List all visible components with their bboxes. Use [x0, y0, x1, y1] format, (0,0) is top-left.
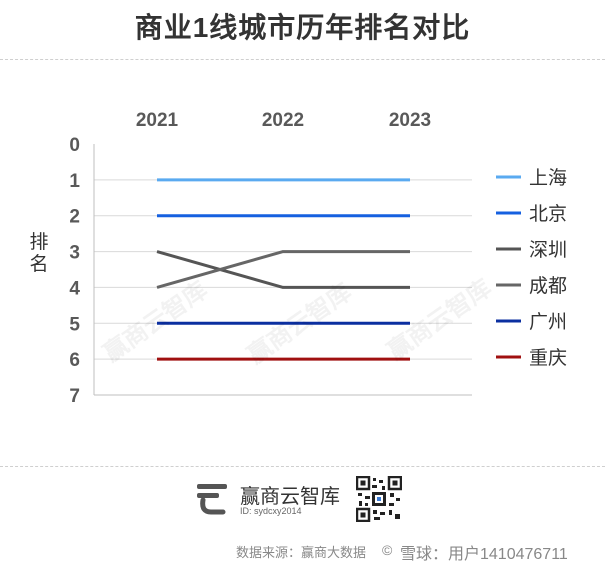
- chart-title: 商业1线城市历年排名对比: [134, 12, 471, 43]
- legend-label: 北京: [529, 203, 567, 225]
- y-tick-label: 4: [69, 278, 80, 299]
- legend-label: 深圳: [529, 239, 567, 261]
- brand-name: 赢商云智库: [240, 486, 340, 508]
- title-divider: [0, 59, 605, 60]
- data-source: 数据来源：赢商大数据: [236, 545, 367, 560]
- brand-logo-icon: [197, 484, 227, 515]
- y-tick-label: 3: [69, 243, 80, 264]
- y-tick-label: 6: [69, 350, 80, 371]
- series-line-成都: [156, 250, 410, 289]
- y-tick-label: 5: [69, 314, 80, 335]
- y-tick-label: 2: [69, 207, 80, 228]
- brand-id: ID: sydcxy2014: [240, 506, 302, 516]
- legend-label: 上海: [529, 167, 567, 189]
- qr-code-icon: [356, 476, 402, 522]
- x-tick-label: 2022: [262, 110, 304, 131]
- platform-credit: 雪球：用户1410476711: [400, 546, 568, 563]
- footer-divider: [0, 466, 605, 467]
- legend-label: 成都: [529, 275, 567, 297]
- legend-label: 广州: [529, 311, 567, 333]
- series-line-深圳: [156, 250, 410, 289]
- legend-label: 重庆: [529, 347, 567, 369]
- xueqiu-icon: ©: [382, 542, 393, 558]
- x-tick-label: 2021: [136, 110, 179, 131]
- y-axis-label: 排名: [29, 232, 49, 275]
- y-tick-label: 1: [69, 171, 80, 192]
- x-tick-label: 2023: [389, 110, 431, 131]
- y-tick-label: 7: [69, 386, 80, 407]
- y-tick-label: 0: [69, 135, 80, 156]
